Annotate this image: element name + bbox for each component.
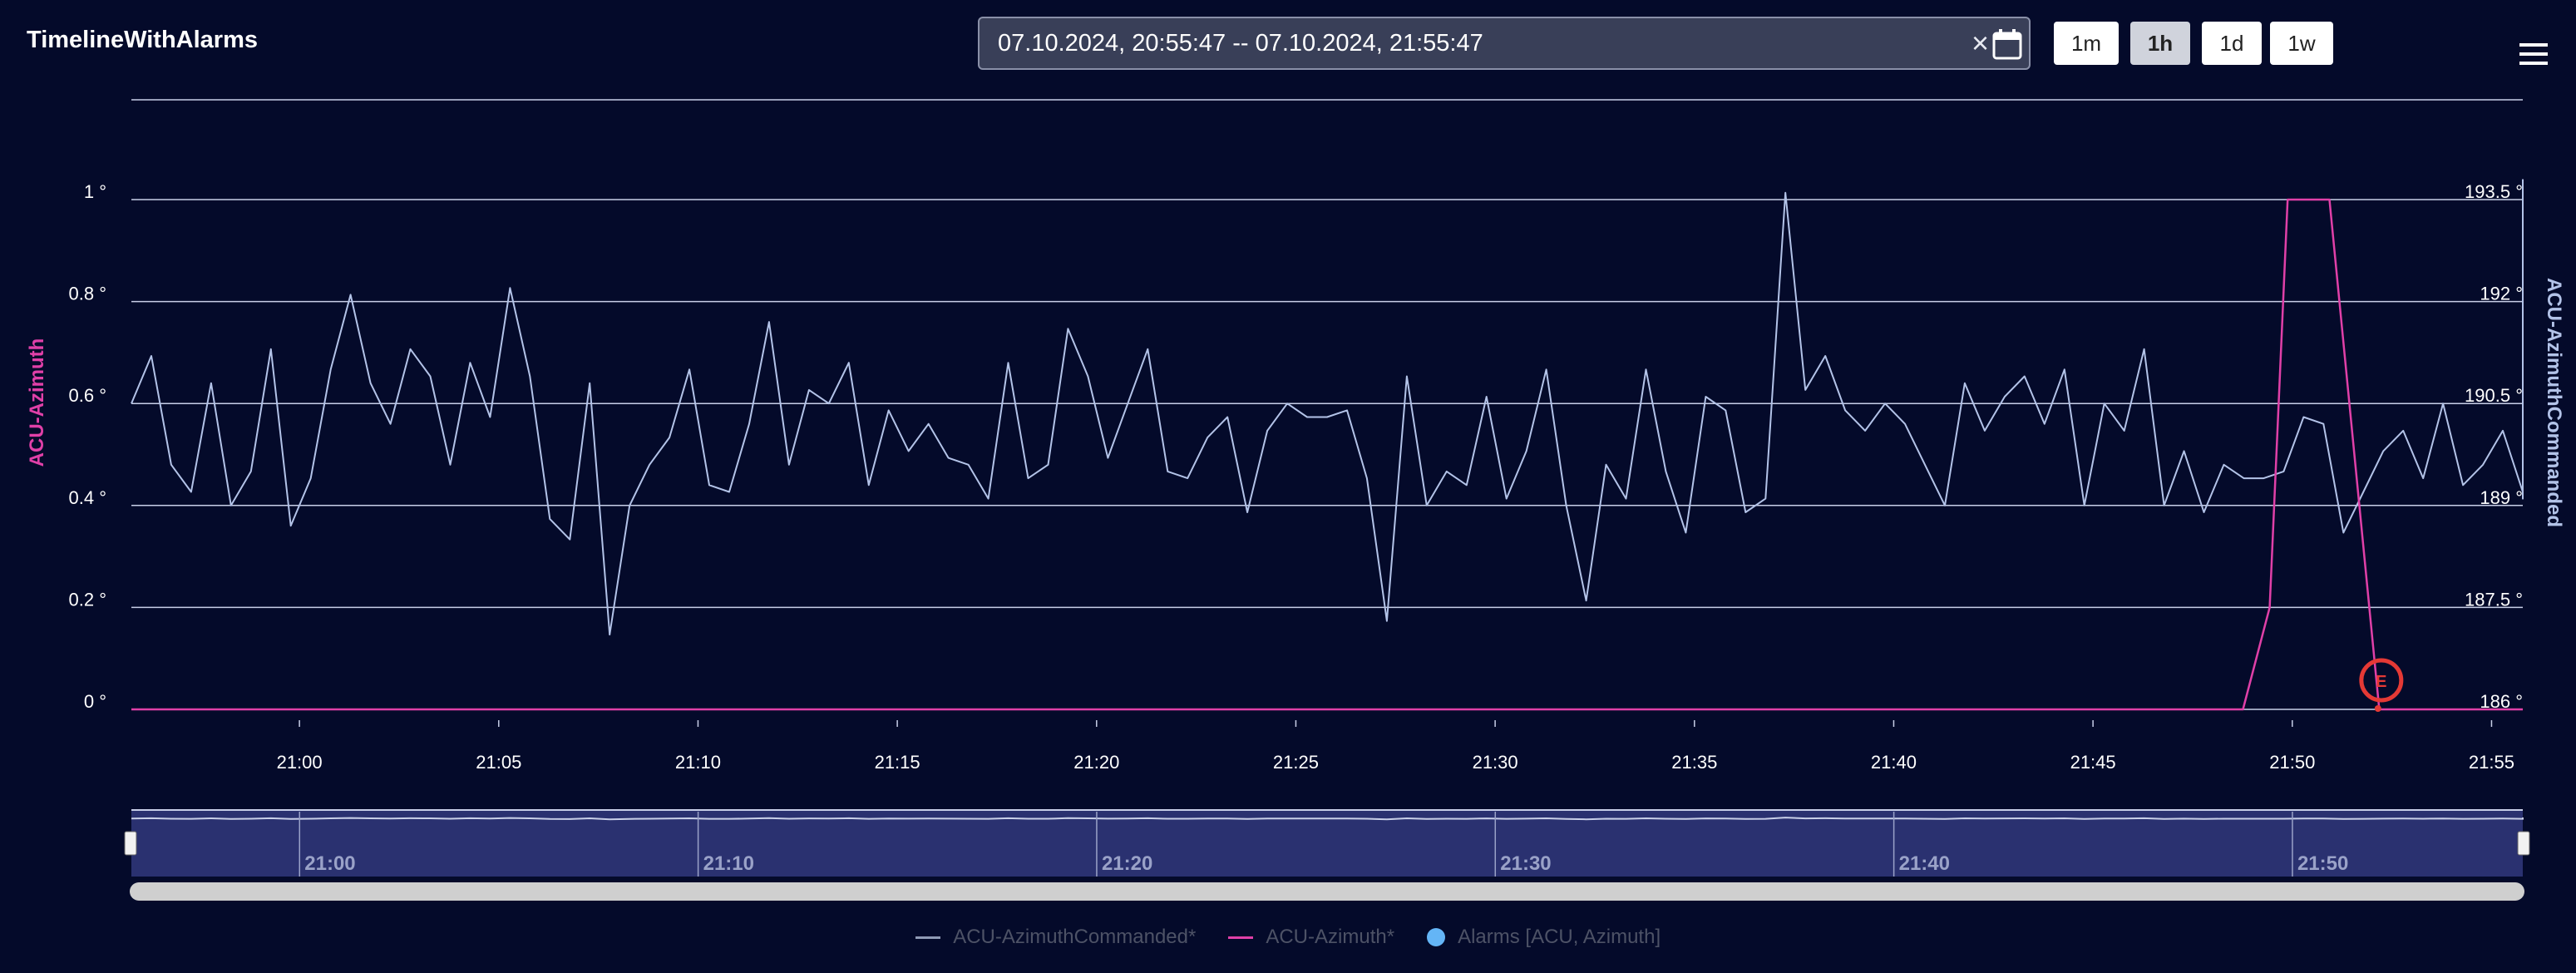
close-icon[interactable]: × [1971,26,1989,60]
x-tick-label: 21:05 [476,752,521,773]
x-axis-ticks: 21:00 21:05 21:10 21:15 21:20 21:25 21:30 21:35… [277,720,2514,773]
x-tick-label: 21:15 [875,752,920,773]
x-tick-label: 21:55 [2469,752,2514,773]
date-range-input[interactable]: 07.10.2024, 20:55:47 -- 07.10.2024, 21:5… [978,17,2031,70]
right-tick-label: 192 ° [2480,284,2523,304]
left-tick-label: 0.8 ° [69,284,107,304]
navigator-tick-label: 21:30 [1500,852,1551,875]
navigator-tick-label: 21:00 [304,852,355,875]
legend-label: Alarms [ACU, Azimuth] [1458,925,1661,948]
legend-item-commanded[interactable]: ACU-AzimuthCommanded* [915,926,1196,949]
navigator-tick-label: 21:10 [703,852,754,875]
hamburger-menu-icon[interactable] [2519,42,2549,71]
chart-legend: ACU-AzimuthCommanded* ACU-Azimuth* Alarm… [0,925,2576,949]
left-axis-label: ACU-Azimuth [26,338,48,467]
left-axis-ticks: 0 ° 0.2 ° 0.4 ° 0.6 ° 0.8 ° 1 ° [69,181,107,712]
x-tick-label: 21:25 [1273,752,1319,773]
x-tick-label: 21:40 [1871,752,1917,773]
zoom-1w-button[interactable]: 1w [2270,22,2333,65]
left-tick-label: 0.4 ° [69,487,107,508]
navigator-right-handle[interactable] [2517,831,2530,856]
left-tick-label: 0.6 ° [69,385,107,406]
x-tick-label: 21:10 [675,752,721,773]
legend-swatch [915,936,940,939]
x-tick-label: 21:20 [1073,752,1119,773]
grid-lines [131,99,2523,710]
zoom-1m-button[interactable]: 1m [2054,22,2119,65]
right-tick-label: 190.5 ° [2465,385,2523,406]
navigator-tick-label: 21:40 [1899,852,1950,875]
navigator-scrollbar[interactable] [130,882,2524,901]
legend-swatch [1426,928,1445,947]
x-tick-label: 21:45 [2070,752,2116,773]
navigator-tick-label: 21:20 [1102,852,1152,875]
alarm-marker[interactable] [2359,658,2404,703]
calendar-icon[interactable] [1992,28,2022,64]
date-range-value[interactable]: 07.10.2024, 20:55:47 -- 07.10.2024, 21:5… [998,30,1483,57]
x-tick-label: 21:50 [2269,752,2315,773]
series-layer [131,179,2524,711]
navigator-left-handle[interactable] [124,831,137,856]
right-tick-label: 187.5 ° [2465,589,2523,610]
alarm-label: E [2376,673,2386,691]
legend-item-azimuth[interactable]: ACU-Azimuth* [1228,926,1394,949]
x-tick-label: 21:00 [277,752,323,773]
navigator-background [131,810,2523,877]
series-line-azimuth [131,198,2523,711]
zoom-1d-button[interactable]: 1d [2202,22,2262,65]
navigator-series-line [131,817,2524,821]
timeline-chart[interactable]: 0 °0.2 °0.4 °0.6 °0.8 °1 ° 186 °187.5 °1… [0,0,2576,915]
navigator[interactable]: 21:00 21:10 21:20 21:30 21:40 21:50 [124,809,2530,901]
alarm-layer[interactable]: E [2359,658,2404,712]
right-axis-label: ACU-AzimuthCommanded [2543,278,2565,527]
navigator-tick-label: 21:50 [2297,852,2348,875]
right-axis-ticks: 186 °187.5 °189 °190.5 °192 °193.5 ° [2465,181,2523,712]
left-tick-label: 0 ° [84,691,106,712]
zoom-1h-button[interactable]: 1h [2130,22,2190,65]
legend-label: ACU-AzimuthCommanded* [953,925,1197,948]
legend-item-alarms[interactable]: Alarms [ACU, Azimuth] [1426,925,1661,949]
legend-label: ACU-Azimuth* [1266,925,1395,948]
legend-swatch [1228,936,1253,939]
alarm-anchor-dot [2374,705,2381,712]
navigator-ticks: 21:00 21:10 21:20 21:30 21:40 21:50 [299,812,2348,877]
right-tick-label: 193.5 ° [2465,181,2523,202]
left-tick-label: 0.2 ° [69,589,107,610]
right-tick-label: 189 ° [2480,487,2523,508]
series-line-azimuth-commanded [131,179,2524,636]
x-tick-label: 21:35 [1671,752,1717,773]
x-tick-label: 21:30 [1473,752,1518,773]
left-tick-label: 1 ° [84,181,106,202]
app-title: TimelineWithAlarms [27,27,258,53]
